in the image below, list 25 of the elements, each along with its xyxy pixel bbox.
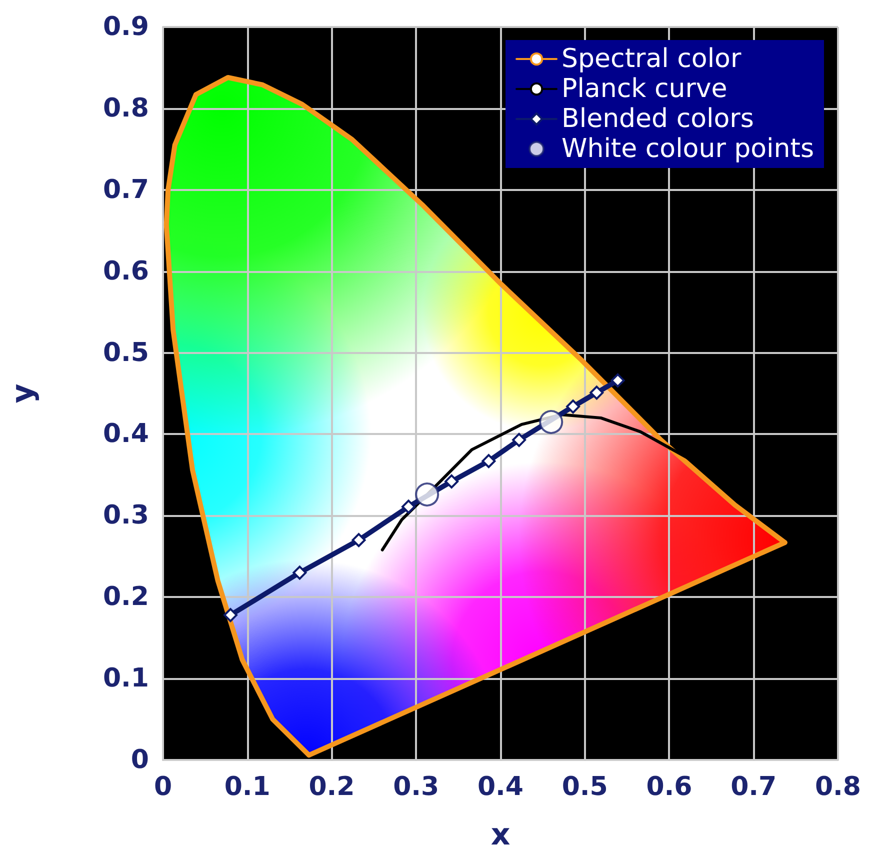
x-tick-label: 0 <box>154 772 172 802</box>
y-axis-title: y <box>6 383 40 404</box>
y-tick-label: 0.4 <box>102 419 149 450</box>
y-tick-label: 0 <box>130 745 149 775</box>
legend-label: White colour points <box>562 134 814 164</box>
y-tick-label: 0.3 <box>102 500 149 531</box>
x-tick-label: 0.7 <box>730 772 777 802</box>
x-tick-label: 0.2 <box>308 772 355 802</box>
y-tick-label: 0.8 <box>102 93 149 124</box>
x-axis-title: x <box>490 818 510 852</box>
y-tick-label: 0.1 <box>102 664 149 694</box>
y-tick-label: 0.2 <box>102 582 149 612</box>
legend-label: Planck curve <box>562 74 728 104</box>
x-tick-label: 0.6 <box>646 772 692 802</box>
y-tick-label: 0.6 <box>102 256 149 286</box>
x-tick-label: 0.3 <box>393 772 440 802</box>
x-tick-label: 0.1 <box>224 772 270 802</box>
x-tick-label: 0.4 <box>477 772 524 802</box>
legend-label: Blended colors <box>562 104 754 134</box>
x-tick-label: 0.5 <box>562 772 608 802</box>
y-tick-label: 0.9 <box>102 12 149 42</box>
y-tick-label: 0.5 <box>102 338 149 368</box>
x-tick-label: 0.8 <box>814 772 862 802</box>
legend-label: Spectral color <box>562 44 742 74</box>
y-tick-label: 0.7 <box>102 174 149 205</box>
